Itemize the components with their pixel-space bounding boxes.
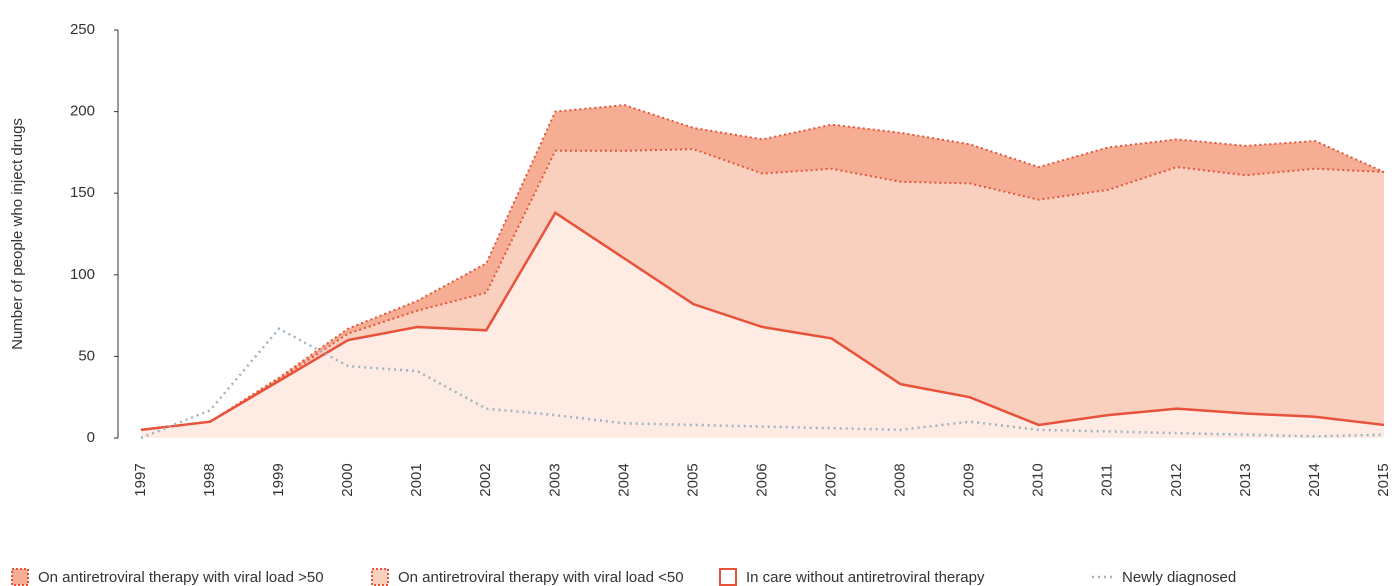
x-tick-label: 2014: [1306, 463, 1323, 496]
x-tick-label: 2005: [684, 463, 701, 496]
x-tick-label: 2010: [1030, 463, 1047, 496]
legend-swatch: [371, 568, 389, 586]
x-tick-label: 2000: [339, 463, 356, 496]
legend-label: In care without antiretroviral therapy: [746, 569, 985, 586]
x-tick-label: 2013: [1237, 463, 1254, 496]
y-tick-label: 50: [78, 347, 95, 364]
area-line: [140, 104, 1385, 431]
legend-label: Newly diagnosed: [1122, 569, 1236, 586]
area: [141, 212, 1384, 438]
area: [141, 105, 1384, 430]
area: [141, 149, 1384, 430]
legend-label: On antiretroviral therapy with viral loa…: [398, 569, 684, 586]
y-tick-label: 0: [87, 429, 95, 446]
y-tick-label: 200: [70, 103, 95, 120]
x-tick-label: 2001: [408, 463, 425, 496]
y-tick-label: 150: [70, 184, 95, 201]
legend-swatch: [719, 568, 737, 586]
x-tick-label: 2008: [892, 463, 909, 496]
x-tick-label: 2002: [477, 463, 494, 496]
area-line: [140, 211, 1385, 432]
area-line: [140, 148, 1385, 431]
x-tick-label: 2007: [823, 463, 840, 496]
x-tick-label: 1998: [201, 463, 218, 496]
y-tick-label: 100: [70, 266, 95, 283]
legend-swatch: [11, 568, 29, 586]
x-tick-label: 2006: [753, 463, 770, 496]
x-tick-label: 2012: [1168, 463, 1185, 496]
x-tick-label: 2011: [1099, 464, 1116, 496]
x-tick-label: 2015: [1375, 463, 1392, 496]
y-tick-label: 250: [70, 21, 95, 38]
y-axis-label: Number of people who inject drugs: [9, 118, 26, 350]
x-tick-label: 2004: [615, 463, 632, 496]
x-tick-label: 1999: [270, 463, 287, 496]
x-tick-label: 2003: [546, 463, 563, 496]
x-tick-label: 2009: [961, 463, 978, 496]
x-tick-label: 1997: [132, 463, 149, 496]
line: [140, 327, 1385, 440]
legend-label: On antiretroviral therapy with viral loa…: [38, 569, 324, 586]
